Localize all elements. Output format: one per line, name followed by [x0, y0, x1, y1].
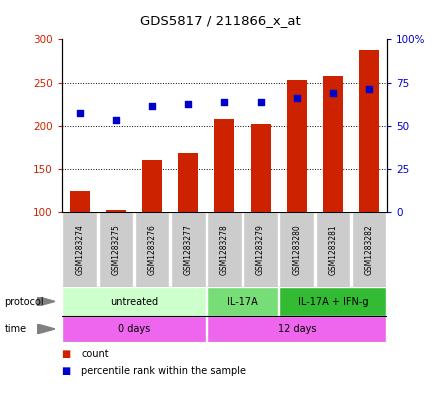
Bar: [178, 153, 198, 212]
Text: untreated: untreated: [110, 297, 158, 307]
Text: IL-17A: IL-17A: [227, 297, 258, 307]
Bar: [207, 287, 278, 316]
Text: IL-17A + IFN-g: IL-17A + IFN-g: [298, 297, 368, 307]
Text: GSM1283277: GSM1283277: [184, 224, 193, 275]
Bar: [106, 209, 126, 212]
Text: GSM1283281: GSM1283281: [328, 224, 337, 275]
Text: GSM1283278: GSM1283278: [220, 224, 229, 275]
Bar: [251, 124, 271, 212]
Text: GSM1283276: GSM1283276: [147, 224, 157, 275]
Point: [330, 90, 337, 96]
Bar: [279, 212, 314, 287]
Bar: [142, 160, 162, 212]
Text: percentile rank within the sample: percentile rank within the sample: [81, 366, 246, 376]
Point: [149, 103, 156, 109]
Bar: [70, 191, 90, 212]
Point: [257, 98, 264, 105]
Point: [293, 95, 300, 101]
Text: protocol: protocol: [4, 297, 44, 307]
Point: [366, 86, 373, 93]
Bar: [315, 212, 350, 287]
Bar: [62, 287, 205, 316]
Point: [221, 98, 228, 105]
Text: GSM1283280: GSM1283280: [292, 224, 301, 275]
Bar: [214, 119, 235, 212]
Bar: [279, 287, 386, 316]
Bar: [352, 212, 386, 287]
Text: 12 days: 12 days: [278, 324, 316, 334]
Bar: [171, 212, 205, 287]
Bar: [135, 212, 169, 287]
Text: ■: ■: [62, 366, 71, 376]
Bar: [207, 212, 242, 287]
Point: [76, 110, 83, 116]
Polygon shape: [37, 296, 55, 307]
Bar: [323, 77, 343, 212]
Text: GSM1283282: GSM1283282: [365, 224, 374, 275]
Bar: [99, 212, 133, 287]
Point: [185, 101, 192, 107]
Text: 0 days: 0 days: [118, 324, 150, 334]
Point: [112, 117, 119, 123]
Text: GSM1283275: GSM1283275: [111, 224, 121, 275]
Bar: [287, 80, 307, 212]
Text: count: count: [81, 349, 109, 358]
Text: GSM1283274: GSM1283274: [75, 224, 84, 275]
Bar: [62, 316, 205, 342]
Bar: [207, 316, 386, 342]
Bar: [359, 50, 379, 212]
Bar: [243, 212, 278, 287]
Text: time: time: [4, 324, 26, 334]
Text: ■: ■: [62, 349, 71, 358]
Polygon shape: [37, 324, 55, 334]
Text: GDS5817 / 211866_x_at: GDS5817 / 211866_x_at: [139, 14, 301, 27]
Text: GSM1283279: GSM1283279: [256, 224, 265, 275]
Bar: [62, 212, 97, 287]
